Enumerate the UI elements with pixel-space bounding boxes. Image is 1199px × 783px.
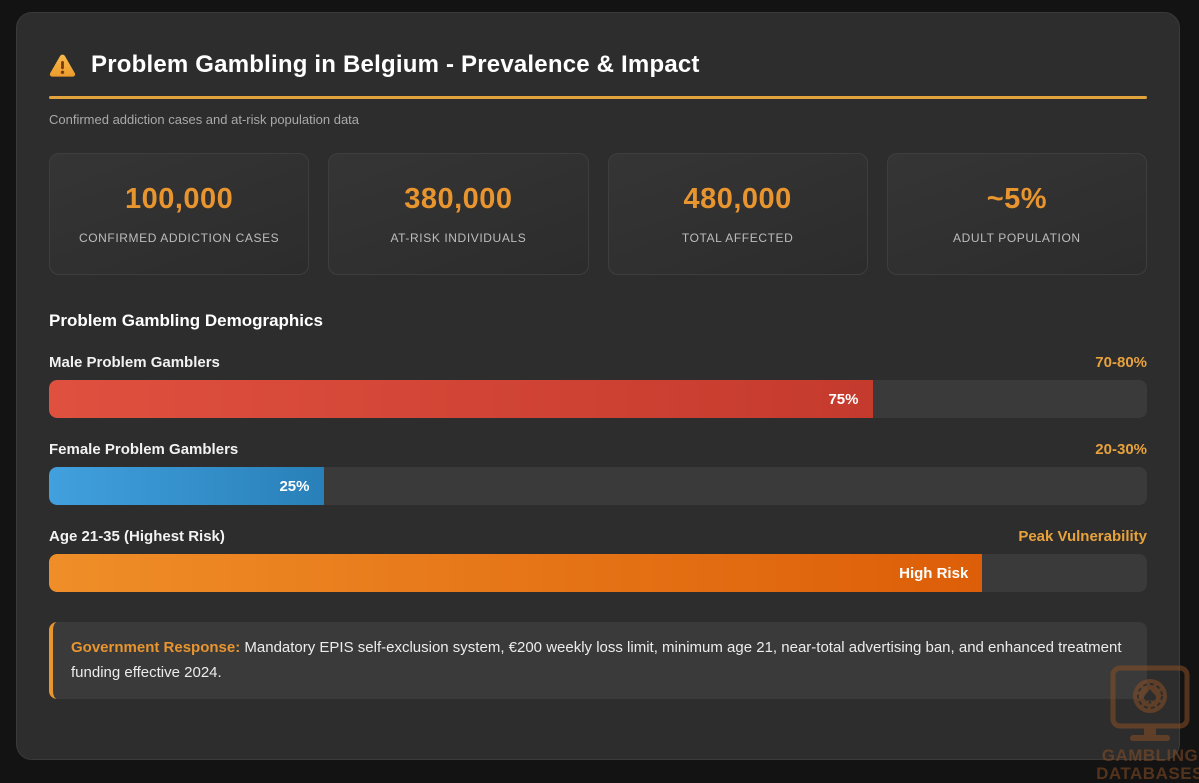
bar-range-label: 20-30% — [1095, 441, 1147, 458]
stat-value: ~5% — [986, 183, 1048, 215]
header: Problem Gambling in Belgium - Prevalence… — [49, 51, 1147, 79]
bar-range-label: Peak Vulnerability — [1018, 528, 1147, 545]
page-subtitle: Confirmed addiction cases and at-risk po… — [49, 112, 360, 127]
stat-label: AT-RISK INDIVIDUALS — [390, 231, 527, 245]
demographics-bars: Male Problem Gamblers 70-80% 75% Female Pro… — [49, 354, 1147, 592]
bar-name: Female Problem Gamblers — [49, 441, 239, 458]
stat-card: 100,000 CONFIRMED ADDICTION CASES — [49, 153, 310, 275]
stat-value: 480,000 — [683, 183, 792, 215]
section-title-demographics: Problem Gambling Demographics — [49, 311, 323, 330]
bar-range-label: 70-80% — [1095, 354, 1147, 371]
stat-value: 100,000 — [124, 183, 234, 215]
bar-name: Male Problem Gamblers — [49, 354, 220, 371]
bar-fill: 25% — [49, 467, 324, 505]
bar-row: Male Problem Gamblers 70-80% 75% — [49, 354, 1147, 418]
note-label: Government Response: — [71, 639, 241, 656]
stat-card: 380,000 AT-RISK INDIVIDUALS — [328, 153, 589, 275]
bar-label-row: Age 21-35 (Highest Risk) Peak Vulnerabili… — [49, 528, 1147, 545]
stats-row: 100,000 CONFIRMED ADDICTION CASES 380,000 A… — [49, 153, 1147, 275]
page-title: Problem Gambling in Belgium - Prevalence… — [91, 51, 700, 78]
note-text: Mandatory EPIS self-exclusion system, €2… — [71, 639, 1122, 681]
stat-card: ~5% ADULT POPULATION — [886, 153, 1147, 275]
bar-fill: 75% — [49, 380, 873, 418]
bar-track: 25% — [49, 467, 1147, 505]
warning-triangle-icon — [49, 54, 76, 77]
watermark-line2: DATABASES — [1096, 764, 1199, 783]
bar-row: Female Problem Gamblers 20-30% 25% — [49, 441, 1147, 505]
government-response-note: Government Response: Mandatory EPIS self… — [49, 622, 1147, 699]
bar-track: High Risk — [49, 554, 1147, 592]
title-underline — [49, 96, 1147, 99]
stat-card: 480,000 TOTAL AFFECTED — [607, 153, 868, 275]
main-panel: Problem Gambling in Belgium - Prevalence… — [16, 12, 1180, 760]
stat-value: 380,000 — [404, 183, 513, 215]
bar-label-row: Female Problem Gamblers 20-30% — [49, 441, 1147, 458]
bar-track: 75% — [49, 380, 1147, 418]
bar-label-row: Male Problem Gamblers 70-80% — [49, 354, 1147, 371]
bar-row: Age 21-35 (Highest Risk) Peak Vulnerabili… — [49, 528, 1147, 592]
bar-fill: High Risk — [49, 554, 983, 592]
stat-label: TOTAL AFFECTED — [681, 231, 794, 245]
stat-label: CONFIRMED ADDICTION CASES — [78, 231, 280, 245]
stat-label: ADULT POPULATION — [953, 231, 1081, 245]
bar-name: Age 21-35 (Highest Risk) — [49, 528, 225, 545]
